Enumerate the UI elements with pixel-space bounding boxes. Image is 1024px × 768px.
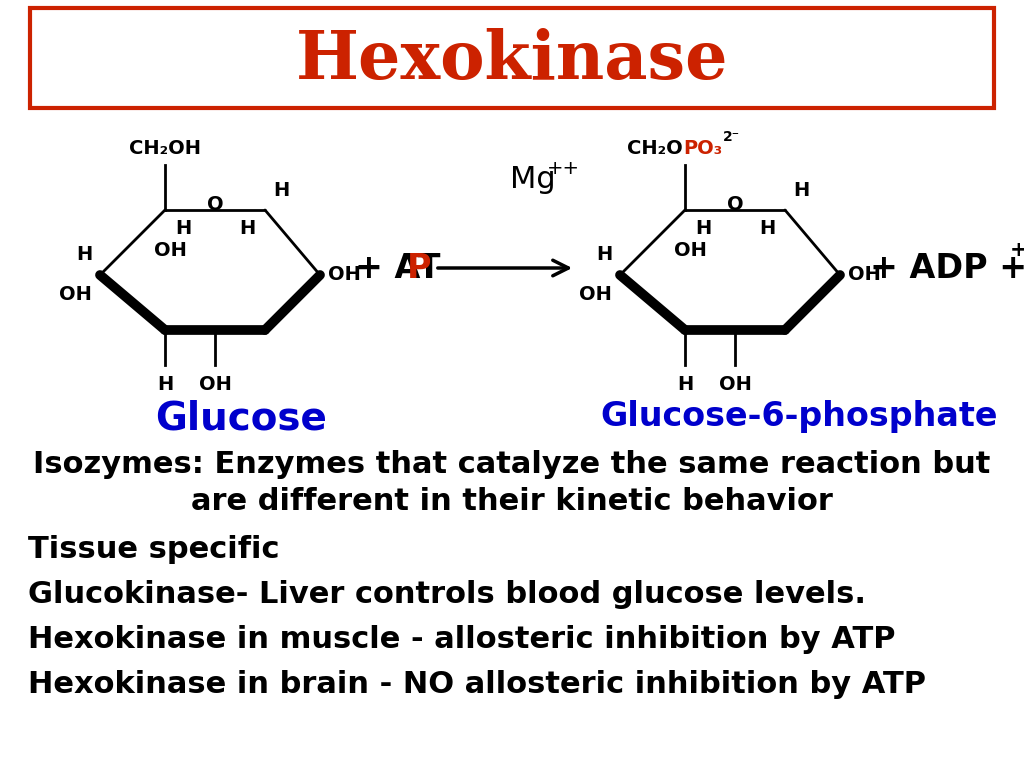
Text: OH: OH xyxy=(674,240,707,260)
Text: CH₂OH: CH₂OH xyxy=(129,139,201,158)
Text: Tissue specific: Tissue specific xyxy=(28,535,280,564)
Text: are different in their kinetic behavior: are different in their kinetic behavior xyxy=(191,487,833,516)
Text: + AT: + AT xyxy=(355,251,440,284)
Text: Hexokinase: Hexokinase xyxy=(296,28,728,92)
Text: O: O xyxy=(207,196,223,214)
Text: OH: OH xyxy=(328,266,360,284)
Text: H: H xyxy=(759,219,775,237)
Text: + ADP + H: + ADP + H xyxy=(870,251,1024,284)
Text: P: P xyxy=(407,251,431,284)
Text: Glucose: Glucose xyxy=(155,400,327,438)
Text: 2⁻: 2⁻ xyxy=(723,130,740,144)
Text: H: H xyxy=(175,219,191,237)
Text: H: H xyxy=(793,180,809,200)
Text: Isozymes: Enzymes that catalyze the same reaction but: Isozymes: Enzymes that catalyze the same… xyxy=(34,450,990,479)
Text: O: O xyxy=(727,196,743,214)
Text: OH: OH xyxy=(580,286,612,304)
Text: Mg: Mg xyxy=(510,165,556,194)
Text: H: H xyxy=(76,246,92,264)
Text: H: H xyxy=(239,219,255,237)
Text: CH₂O: CH₂O xyxy=(628,139,683,158)
Text: Hexokinase in muscle - allosteric inhibition by ATP: Hexokinase in muscle - allosteric inhibi… xyxy=(28,625,896,654)
Text: Glucokinase- Liver controls blood glucose levels.: Glucokinase- Liver controls blood glucos… xyxy=(28,580,866,609)
Text: PO₃: PO₃ xyxy=(683,139,722,158)
Text: H: H xyxy=(677,375,693,394)
Text: H: H xyxy=(596,246,612,264)
Text: ++: ++ xyxy=(547,158,580,177)
Text: OH: OH xyxy=(59,286,92,304)
Text: OH: OH xyxy=(154,240,186,260)
Text: +: + xyxy=(1010,240,1024,260)
Text: Hexokinase in brain - NO allosteric inhibition by ATP: Hexokinase in brain - NO allosteric inhi… xyxy=(28,670,926,699)
Bar xyxy=(30,8,994,108)
Text: H: H xyxy=(273,180,289,200)
Text: OH: OH xyxy=(848,266,881,284)
Text: H: H xyxy=(695,219,711,237)
Text: H: H xyxy=(157,375,173,394)
Text: OH: OH xyxy=(719,375,752,394)
Text: Glucose-6-phosphate: Glucose-6-phosphate xyxy=(600,400,997,433)
Text: OH: OH xyxy=(199,375,231,394)
